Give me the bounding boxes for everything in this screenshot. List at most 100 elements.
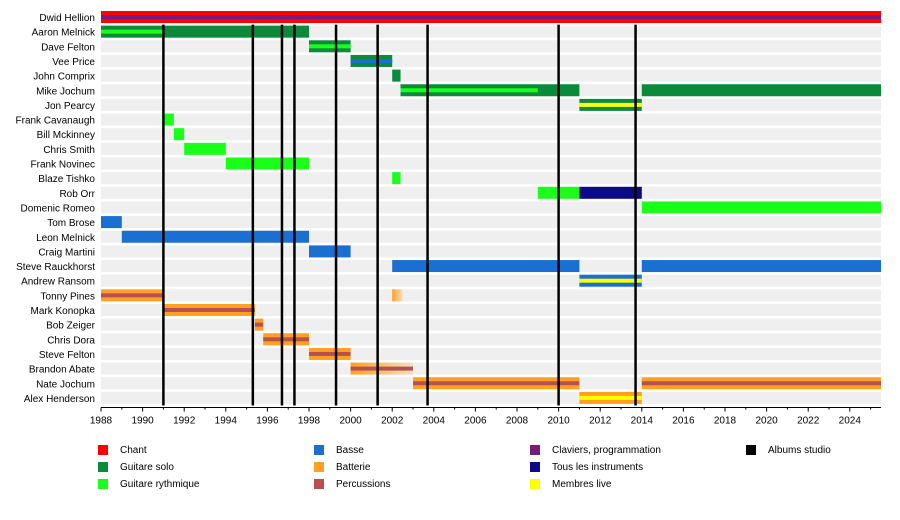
member-label: Chris Smith <box>43 145 95 156</box>
row-background <box>101 142 881 155</box>
member-label: John Comprix <box>33 72 95 83</box>
bar-bass-stripe <box>350 58 393 63</box>
member-label: Bill Mckinney <box>37 130 95 141</box>
legend-label: Membres live <box>552 479 612 490</box>
bar-rhythm <box>163 113 174 126</box>
bar-perc-stripe <box>350 366 413 371</box>
member-label: Rob Orr <box>59 189 95 200</box>
member-label: Aaron Melnick <box>32 28 96 39</box>
row-background <box>101 128 881 141</box>
member-label: Mark Konopka <box>31 306 96 317</box>
member-label: Alex Henderson <box>24 394 95 405</box>
member-label: Steve Felton <box>39 350 95 361</box>
row-background <box>101 333 881 346</box>
legend-label: Tous les instruments <box>552 462 644 473</box>
row-background <box>101 40 881 53</box>
row-background <box>101 347 881 360</box>
x-tick-label: 2008 <box>506 416 529 427</box>
bar-bass <box>101 216 122 229</box>
member-label: Leon Melnick <box>36 233 96 244</box>
bar-drums <box>392 289 403 302</box>
bar-keys-stripe <box>101 15 881 19</box>
row-background <box>101 274 881 287</box>
bar-all <box>579 186 642 199</box>
member-label: Frank Cavanaugh <box>16 116 96 127</box>
member-label: Jon Pearcy <box>45 101 95 112</box>
bar-perc-stripe <box>101 293 164 298</box>
x-tick-label: 1996 <box>256 416 279 427</box>
x-tick-label: 2004 <box>423 416 446 427</box>
bar-bass <box>392 260 580 273</box>
bar-perc-stripe <box>163 308 255 312</box>
bar-lead <box>392 69 401 82</box>
x-tick-label: 2024 <box>839 416 862 427</box>
legend-label: Basse <box>336 445 364 456</box>
legend-label: Percussions <box>336 479 391 490</box>
legend-label: Batterie <box>336 462 371 473</box>
bar-lead <box>101 25 309 38</box>
legend-swatch <box>98 479 108 489</box>
member-label: Mike Jochum <box>36 86 95 97</box>
row-background <box>101 98 881 111</box>
legend-swatch <box>530 479 540 489</box>
legend-swatch <box>746 445 756 455</box>
member-label: Tom Brose <box>47 218 95 229</box>
bar-perc-stripe <box>254 322 264 327</box>
x-tick-label: 2006 <box>464 416 487 427</box>
member-label: Nate Jochum <box>36 379 95 390</box>
bar-perc-stripe <box>263 337 309 342</box>
bar-rhythm <box>641 201 881 214</box>
band-timeline-chart: Dwid Hellion Aaron Melnick Dave Felton Vee … <box>16 11 881 427</box>
bar-rhythm <box>173 128 185 141</box>
bar-rhythm <box>392 172 401 185</box>
legend-swatch <box>530 445 540 455</box>
legend-label: Guitare solo <box>120 462 174 473</box>
bar-rhythm <box>225 157 309 170</box>
bar-perc-stripe <box>309 351 351 356</box>
bar-live-stripe <box>579 102 642 107</box>
bar-rhythm-stripe <box>101 29 164 34</box>
row-background <box>101 69 881 82</box>
x-tick-label: 2020 <box>755 416 778 427</box>
bar-lead <box>641 84 881 97</box>
x-tick-label: 1992 <box>173 416 196 427</box>
member-label: Chris Dora <box>47 335 95 346</box>
legend-swatch <box>314 462 324 472</box>
x-tick-label: 2018 <box>714 416 737 427</box>
legend: Chant Guitare solo Guitare rythmique Basse B… <box>0 440 900 500</box>
x-tick-label: 2022 <box>797 416 820 427</box>
member-label: Steve Rauckhorst <box>16 262 95 273</box>
row-background <box>101 391 881 404</box>
legend-label: Claviers, programmation <box>552 445 661 456</box>
x-tick-label: 1990 <box>131 416 154 427</box>
member-label: Andrew Ransom <box>21 277 95 288</box>
bar-live-stripe <box>579 395 642 400</box>
legend-label: Guitare rythmique <box>120 479 200 490</box>
x-tick-label: 1998 <box>298 416 321 427</box>
member-label: Dave Felton <box>41 42 95 53</box>
legend-swatch <box>98 462 108 472</box>
legend-swatch <box>98 445 108 455</box>
member-label: Frank Novinec <box>31 160 95 171</box>
x-tick-label: 1994 <box>215 416 238 427</box>
legend-swatch <box>530 462 540 472</box>
bar-rhythm-stripe <box>400 88 538 93</box>
bar-rhythm-stripe <box>309 44 351 49</box>
row-background <box>101 54 881 67</box>
member-label: Bob Zeiger <box>46 321 96 332</box>
member-label: Brandon Abate <box>29 365 96 376</box>
row-background <box>101 157 881 170</box>
x-tick-label: 2016 <box>672 416 695 427</box>
legend-swatch <box>314 445 324 455</box>
bar-bass <box>121 230 309 243</box>
row-background <box>101 362 881 375</box>
row-background <box>101 318 881 331</box>
x-tick-label: 2012 <box>589 416 612 427</box>
legend-swatch <box>314 479 324 489</box>
bar-bass <box>641 260 881 273</box>
bar-rhythm <box>184 142 226 155</box>
row-background <box>101 304 881 316</box>
member-label: Vee Price <box>52 57 95 68</box>
legend-label: Chant <box>120 445 147 456</box>
bar-perc-stripe <box>641 381 881 386</box>
